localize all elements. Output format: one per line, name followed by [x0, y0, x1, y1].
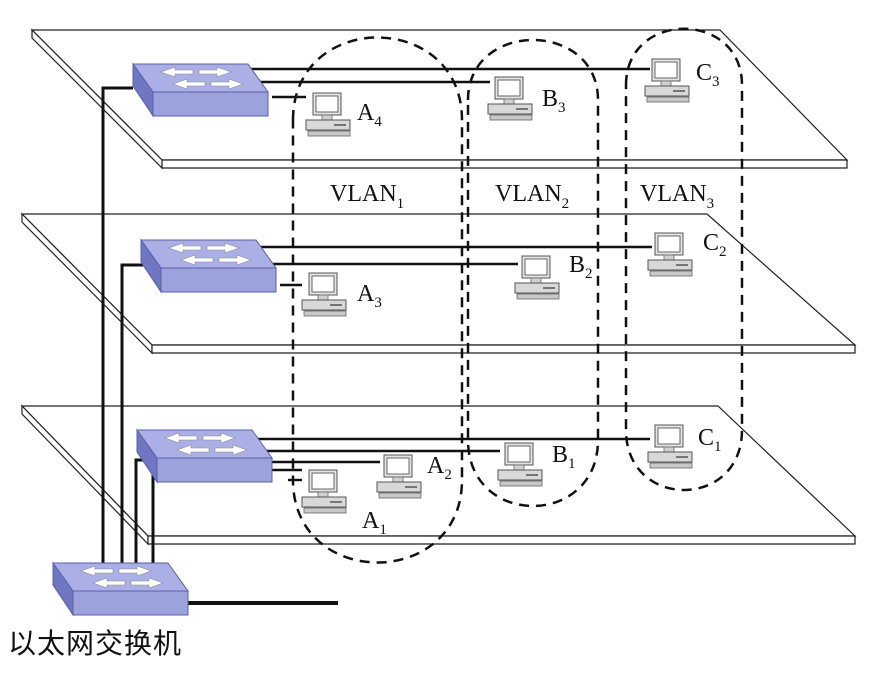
computer-b3-label: B3 [542, 86, 566, 116]
computer-a4-label: A4 [357, 100, 382, 130]
floor-2-switch [140, 239, 277, 293]
floor-3-plane [30, 28, 849, 170]
vlan2-label: VLAN2 [495, 181, 569, 212]
computer-a3-label: A3 [357, 281, 382, 311]
vlan1-label: VLAN1 [330, 181, 404, 212]
computer-b2-label: B2 [569, 252, 593, 282]
computer-c1-label: C1 [698, 425, 722, 455]
floor-2-plane [20, 212, 857, 355]
computer-a2-label: A2 [427, 453, 452, 483]
vlan1-boundary [291, 36, 464, 564]
computer-c3-label: C3 [696, 60, 720, 90]
computer-c2-label: C2 [703, 230, 727, 260]
vlan2-boundary [466, 38, 600, 508]
computer-a1-label: A1 [362, 508, 387, 538]
ethernet-switch-label: 以太网交换机 [8, 627, 183, 660]
vlan3-label: VLAN3 [640, 181, 714, 212]
access-cables [245, 67, 652, 482]
floor-1-switch [136, 429, 273, 483]
computer-b1-label: B1 [552, 442, 576, 472]
floor-3-switch [132, 63, 269, 117]
ethernet-switch [52, 562, 189, 616]
